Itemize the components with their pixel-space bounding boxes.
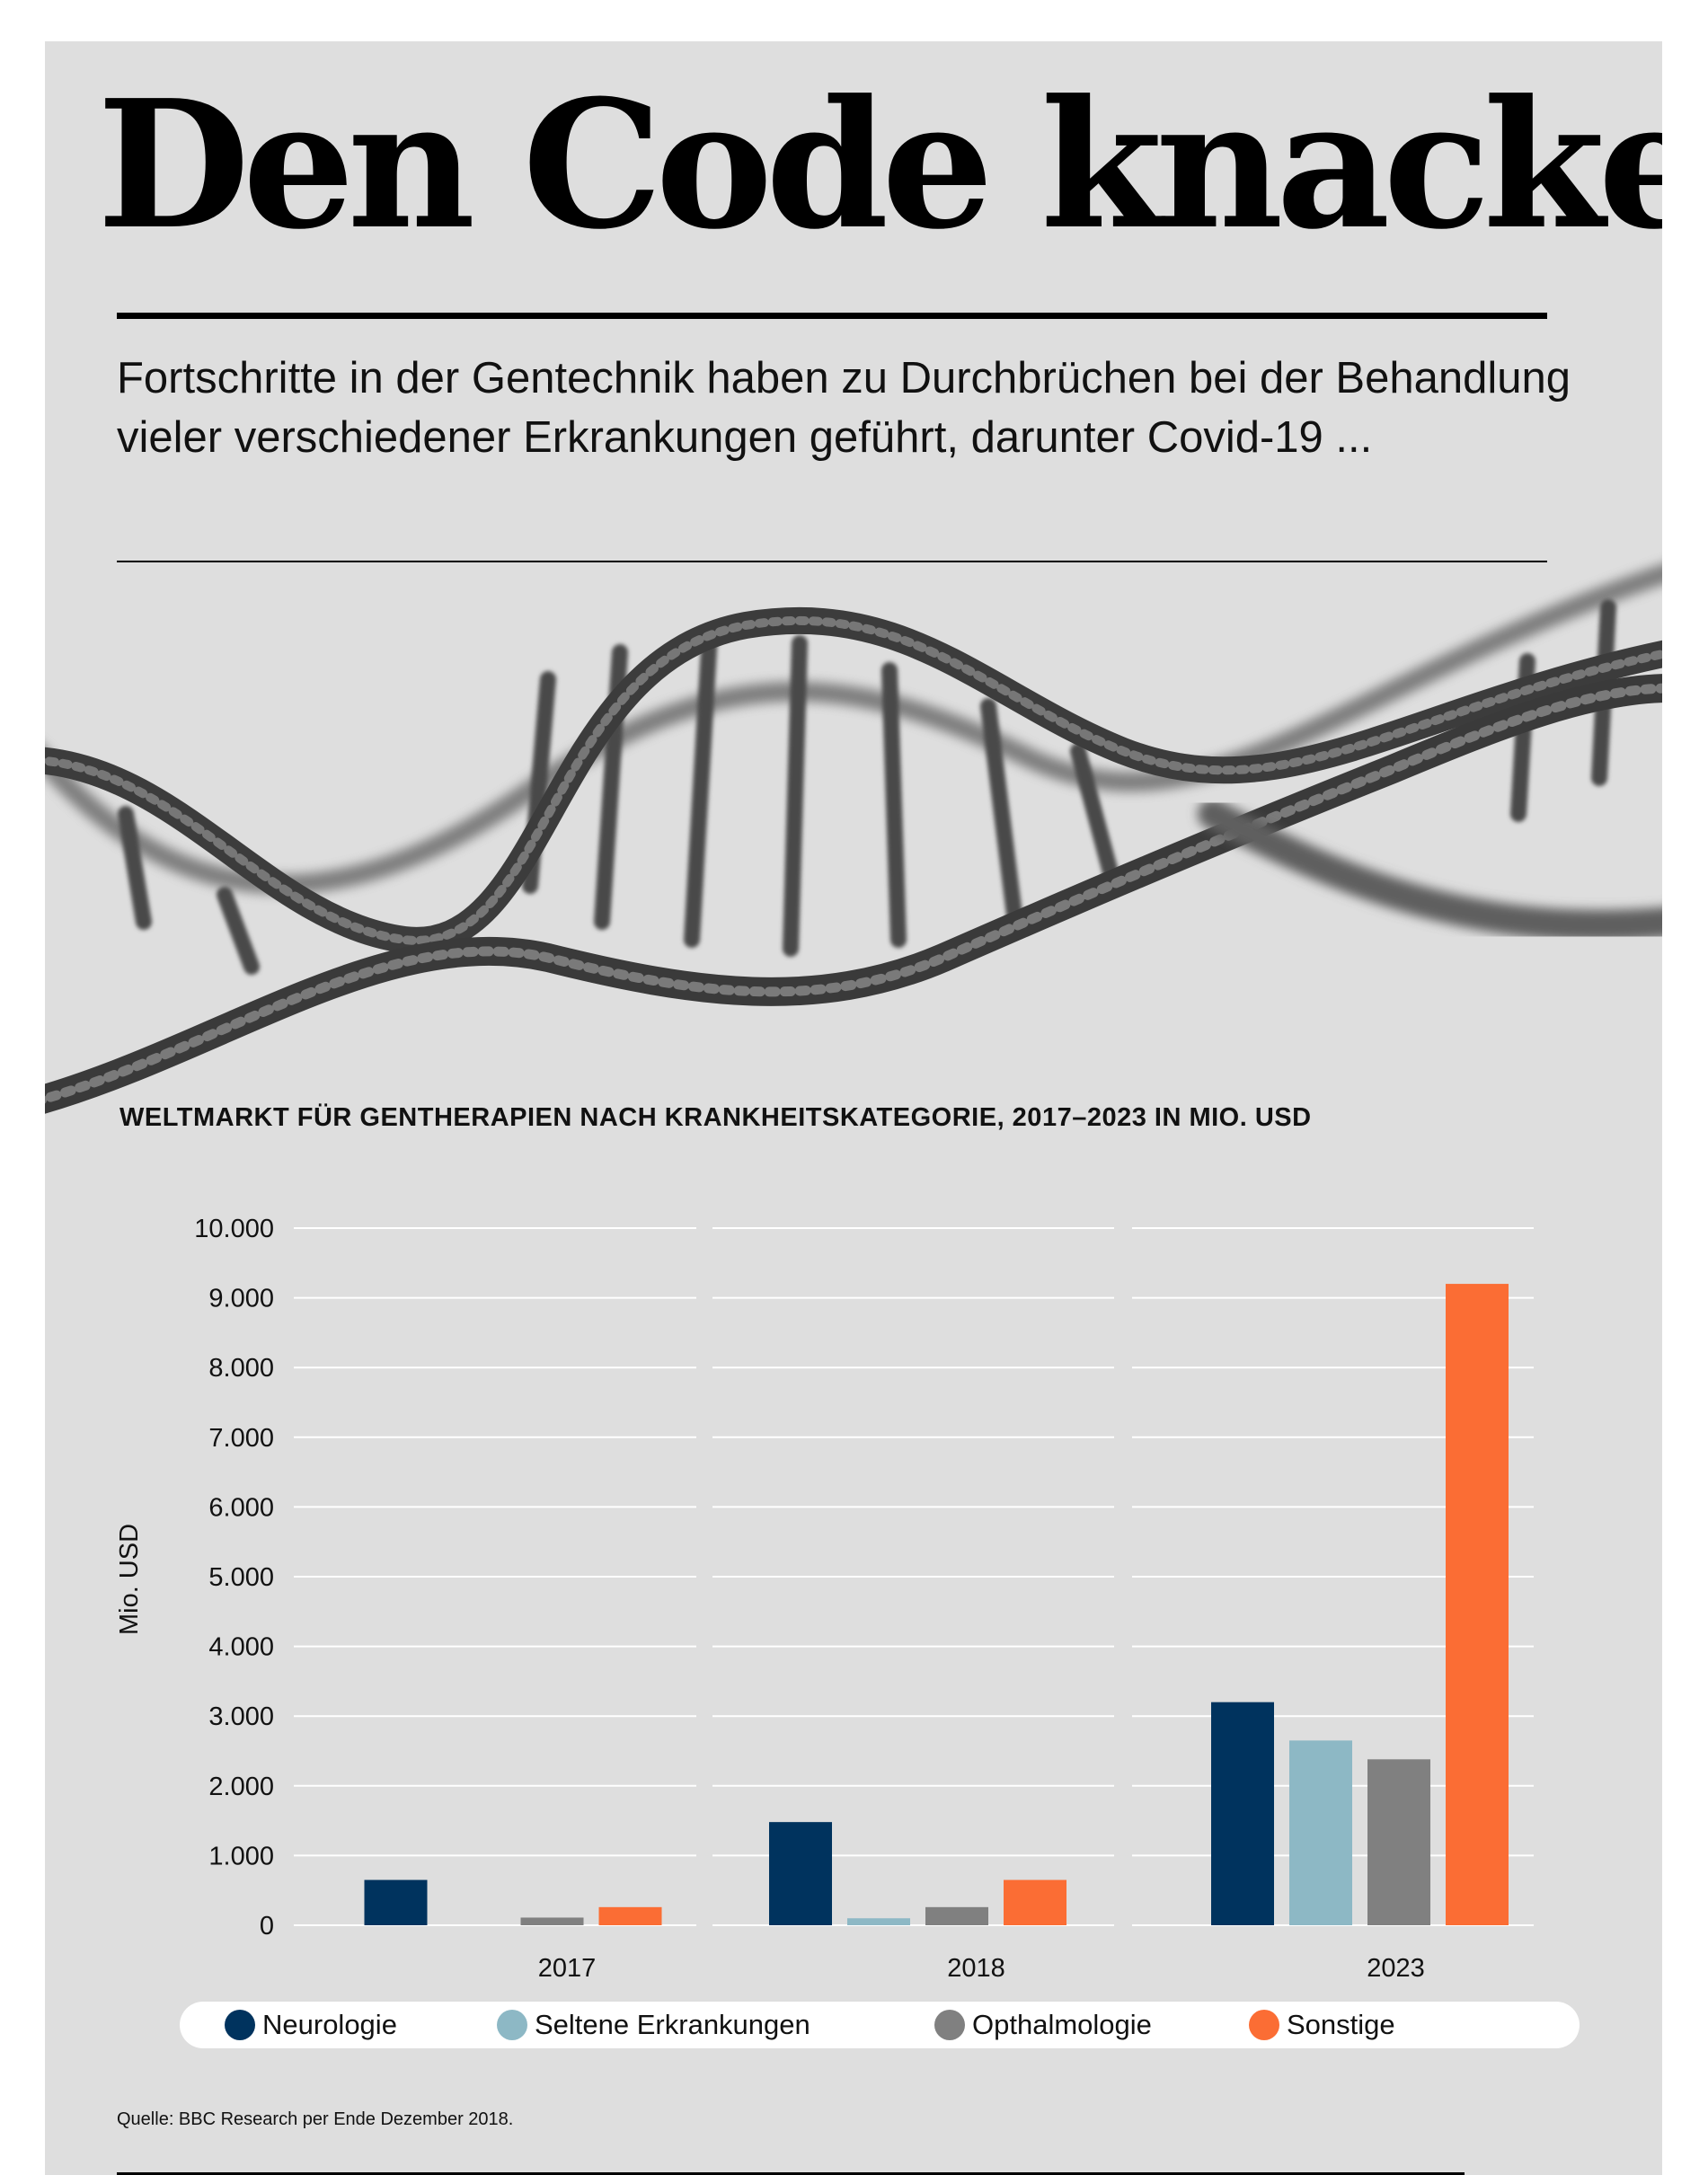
legend-label: Sonstige bbox=[1287, 2009, 1395, 2040]
y-tick-label: 6.000 bbox=[208, 1493, 274, 1522]
y-tick-label: 2.000 bbox=[208, 1773, 274, 1801]
legend-item-opthalmologie: Opthalmologie bbox=[934, 2002, 1152, 2048]
y-tick-label: 8.000 bbox=[208, 1354, 274, 1383]
bar-sonstige-2017 bbox=[598, 1906, 662, 1925]
x-axis-ticks: 2017 2018 2023 bbox=[538, 1954, 1425, 1983]
y-axis-ticks: 0 1.000 2.000 3.000 4.000 5.000 6.000 7.000 8.00… bbox=[194, 1215, 274, 1941]
legend-swatch bbox=[497, 2010, 527, 2040]
legend-label: Seltene Erkrankungen bbox=[535, 2009, 810, 2040]
legend-label: Neurologie bbox=[262, 2009, 397, 2040]
legend-swatch bbox=[225, 2010, 255, 2040]
y-tick-label: 7.000 bbox=[208, 1424, 274, 1453]
bar-chart: 0 1.000 2.000 3.000 4.000 5.000 6.000 7.000 8.00… bbox=[115, 1215, 1534, 1983]
legend-swatch bbox=[934, 2010, 965, 2040]
legend-label: Opthalmologie bbox=[972, 2009, 1152, 2040]
headline-rule bbox=[117, 313, 1547, 319]
y-tick-label: 3.000 bbox=[208, 1702, 274, 1731]
bars bbox=[364, 1284, 1509, 1925]
y-tick-label: 1.000 bbox=[208, 1842, 274, 1870]
bar-sonstige-2018 bbox=[1004, 1879, 1066, 1925]
bar-neurologie-2017 bbox=[364, 1879, 428, 1925]
x-tick-label: 2017 bbox=[538, 1954, 597, 1983]
x-tick-label: 2023 bbox=[1367, 1954, 1425, 1983]
legend-swatch bbox=[1249, 2010, 1279, 2040]
y-tick-label: 4.000 bbox=[208, 1633, 274, 1662]
bar-seltene-erkrankungen-2018 bbox=[847, 1918, 910, 1925]
chart-title: WELTMARKT FÜR GENTHERAPIEN NACH KRANKHEI… bbox=[119, 1103, 1312, 1132]
y-tick-label: 10.000 bbox=[194, 1215, 274, 1243]
y-axis-label: Mio. USD bbox=[115, 1524, 144, 1635]
intro-text: Fortschritte in der Gentechnik haben zu … bbox=[117, 354, 1571, 462]
legend-item-seltene-erkrankungen: Seltene Erkrankungen bbox=[497, 2002, 810, 2048]
bar-opthalmologie-2018 bbox=[925, 1906, 988, 1925]
y-tick-label: 5.000 bbox=[208, 1563, 274, 1592]
source-note: Quelle: BBC Research per Ende Dezember 2… bbox=[117, 2109, 514, 2129]
bottom-rule bbox=[117, 2172, 1465, 2175]
bar-seltene-erkrankungen-2023 bbox=[1289, 1740, 1352, 1925]
bar-opthalmologie-2017 bbox=[520, 1917, 584, 1925]
bar-sonstige-2023 bbox=[1446, 1284, 1509, 1925]
bar-opthalmologie-2023 bbox=[1367, 1759, 1430, 1925]
y-tick-label: 0 bbox=[260, 1912, 274, 1941]
bar-neurologie-2018 bbox=[769, 1822, 832, 1925]
headline: Den Code knacken bbox=[97, 62, 1662, 269]
x-tick-label: 2018 bbox=[947, 1954, 1005, 1983]
gridlines bbox=[294, 1227, 1534, 1926]
infographic-panel: Den Code knacken Fortschritte in der Gen… bbox=[45, 41, 1662, 2175]
legend-item-sonstige: Sonstige bbox=[1249, 2002, 1395, 2048]
legend-item-neurologie: Neurologie bbox=[225, 2002, 397, 2048]
bar-neurologie-2023 bbox=[1211, 1702, 1274, 1925]
intro-rule bbox=[117, 561, 1547, 562]
chart-legend: Neurologie Seltene Erkrankungen Opthalmolo… bbox=[180, 2002, 1580, 2048]
dna-helix-illustration bbox=[45, 563, 1662, 1114]
y-tick-label: 9.000 bbox=[208, 1285, 274, 1313]
